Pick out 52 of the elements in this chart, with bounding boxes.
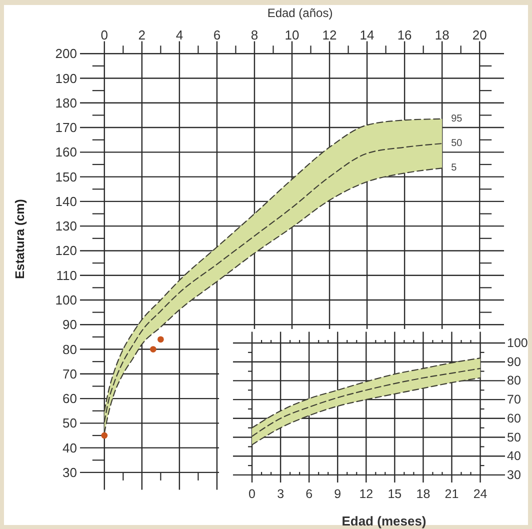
x-tick-label: 12: [359, 487, 374, 501]
y-tick-label: 110: [56, 268, 77, 283]
x-tick-label: 9: [334, 487, 342, 501]
x-tick-label: 16: [397, 28, 412, 42]
y-tick-label: 90: [507, 354, 521, 369]
y-tick-label: 180: [55, 95, 77, 110]
x-tick-label: 21: [444, 487, 459, 501]
x-tick-label: 0: [100, 28, 108, 42]
y-tick-label: 120: [55, 243, 77, 258]
series-label: 95: [451, 113, 463, 124]
x-tick-label: 24: [473, 487, 488, 501]
x-tick-label: 6: [213, 28, 221, 42]
y-tick-label: 70: [507, 392, 521, 407]
y-tick-label: 60: [62, 391, 77, 406]
y-tick-label: 200: [55, 46, 77, 62]
y-axis-title: Estatura (cm): [13, 199, 27, 279]
y-tick-label: 170: [55, 120, 77, 136]
y-tick-label: 50: [507, 430, 521, 444]
y-tick-label: 90: [62, 317, 77, 332]
x-tick-label: 10: [284, 28, 300, 42]
x-tick-label: 6: [306, 487, 313, 501]
x-tick-label: 4: [176, 28, 184, 42]
y-tick-label: 70: [62, 366, 77, 382]
y-tick-label: 130: [55, 218, 77, 234]
y-tick-label: 190: [55, 70, 77, 86]
x-tick-label: 18: [434, 28, 450, 42]
x-tick-label: 14: [360, 28, 374, 42]
x-axis-title: Edad (meses): [342, 514, 426, 528]
y-tick-label: 30: [507, 468, 521, 482]
y-tick-label: 40: [62, 440, 77, 456]
y-tick-label: 40: [507, 449, 521, 464]
x-tick-label: 0: [248, 487, 256, 501]
x-axis-title: Edad (años): [267, 6, 333, 20]
y-tick-label: 160: [55, 144, 77, 160]
series-label: 5: [451, 162, 458, 174]
y-tick-label: 80: [507, 374, 521, 388]
x-tick-label: 15: [388, 487, 402, 501]
y-tick-label: 60: [507, 411, 521, 426]
y-tick-label: 150: [55, 169, 77, 184]
x-tick-label: 20: [472, 28, 487, 42]
y-tick-label: 140: [55, 194, 77, 209]
y-tick-label: 100: [507, 336, 528, 350]
y-tick-label: 50: [62, 416, 77, 431]
x-tick-label: 3: [277, 487, 284, 501]
x-tick-label: 18: [416, 487, 430, 501]
series-label: 50: [451, 138, 463, 150]
y-tick-label: 30: [62, 464, 77, 480]
y-tick-label: 80: [62, 342, 77, 357]
x-tick-label: 8: [250, 28, 258, 42]
x-tick-label: 12: [322, 28, 337, 42]
x-tick-label: 2: [138, 28, 146, 42]
y-tick-label: 100: [55, 292, 77, 308]
